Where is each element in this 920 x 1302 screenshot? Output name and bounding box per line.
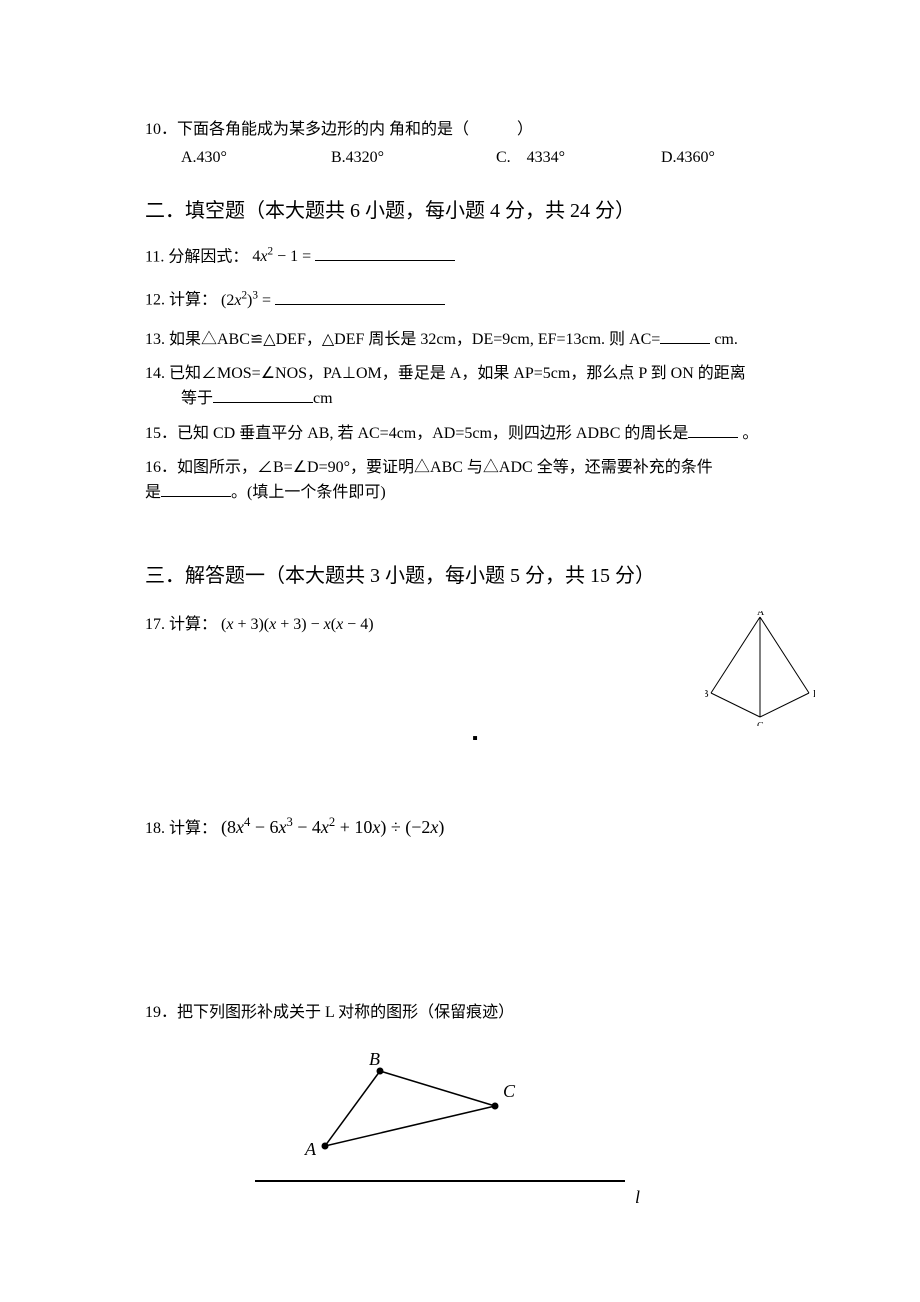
- q16: 16．如图所示，∠B=∠D=90°，要证明△ABC 与△ADC 全等，还需要补充…: [145, 456, 805, 505]
- q16-blank: [161, 480, 231, 497]
- q12-prefix: 12. 计算：: [145, 292, 217, 309]
- q10-opt-d: D.4360°: [661, 146, 781, 170]
- svg-text:C: C: [503, 1081, 516, 1101]
- q19-text: 19．把下列图形补成关于 L 对称的图形（保留痕迹）: [145, 1004, 514, 1021]
- svg-text:C: C: [757, 721, 764, 726]
- q15-text: 15．已知 CD 垂直平分 AB, 若 AC=4cm，AD=5cm，则四边形 A…: [145, 425, 688, 442]
- svg-text:B: B: [369, 1051, 380, 1069]
- q15: 15．已知 CD 垂直平分 AB, 若 AC=4cm，AD=5cm，则四边形 A…: [145, 421, 805, 446]
- q14-blank: [213, 386, 313, 403]
- q14-line2-prefix: 等于: [181, 390, 213, 407]
- q12-expr: (2x2)3 =: [221, 292, 271, 309]
- q13: 13. 如果△ABC≌△DEF，△DEF 周长是 32cm，DE=9cm, EF…: [145, 327, 805, 352]
- center-dot-icon: ▪: [472, 727, 478, 751]
- q13-text: 13. 如果△ABC≌△DEF，△DEF 周长是 32cm，DE=9cm, EF…: [145, 331, 660, 348]
- svg-text:A: A: [304, 1139, 317, 1159]
- q11-expr: 4x2 − 1 =: [252, 248, 311, 265]
- q12-blank: [275, 288, 445, 305]
- q10-opt-b: B.4320°: [331, 146, 496, 170]
- q10-opt-a: A.430°: [181, 146, 331, 170]
- q12: 12. 计算： (2x2)3 =: [145, 287, 805, 312]
- q11-blank: [315, 244, 455, 261]
- q18-expr: (8x4 − 6x3 − 4x2 + 10x) ÷ (−2x): [221, 817, 444, 837]
- q17: 17. 计算： (x + 3)(x + 3) − x(x − 4): [145, 613, 805, 637]
- q10-options: A.430° B.4320° C. 4334° D.4360°: [145, 146, 805, 170]
- q16-line2-suffix: 。(填上一个条件即可): [231, 484, 386, 501]
- q17-expr: (x + 3)(x + 3) − x(x − 4): [221, 616, 374, 633]
- section-3-title: 三．解答题一（本大题共 3 小题，每小题 5 分，共 15 分）: [145, 561, 805, 591]
- q14-line1: 14. 已知∠MOS=∠NOS，PA⊥OM，垂足是 A，如果 AP=5cm，那么…: [145, 362, 805, 386]
- q10-number: 10．: [145, 121, 177, 138]
- q13-blank: [660, 327, 710, 344]
- q11: 11. 分解因式： 4x2 − 1 =: [145, 244, 805, 269]
- q10-opt-c: C. 4334°: [496, 146, 661, 170]
- svg-text:D: D: [813, 689, 815, 700]
- svg-text:l: l: [635, 1187, 640, 1207]
- q10-text: 下面各角能成为某多边形的内 角和的是（ ）: [177, 121, 533, 138]
- section-2-title: 二．填空题（本大题共 6 小题，每小题 4 分，共 24 分）: [145, 196, 805, 226]
- svg-text:B: B: [705, 689, 709, 700]
- q17-prefix: 17. 计算：: [145, 616, 217, 633]
- q16-line2-prefix: 是: [145, 484, 161, 501]
- q14-line2-suffix: cm: [313, 390, 333, 407]
- q18: 18. 计算： (8x4 − 6x3 − 4x2 + 10x) ÷ (−2x): [145, 813, 805, 841]
- q13-suffix: cm.: [710, 331, 738, 348]
- q16-line1: 16．如图所示，∠B=∠D=90°，要证明△ABC 与△ADC 全等，还需要补充…: [145, 456, 805, 480]
- q11-prefix: 11. 分解因式：: [145, 248, 248, 265]
- q19: 19．把下列图形补成关于 L 对称的图形（保留痕迹）: [145, 1001, 805, 1025]
- q15-blank: [688, 421, 738, 438]
- q15-suffix: 。: [738, 425, 758, 442]
- q18-prefix: 18. 计算：: [145, 820, 217, 837]
- triangle-figure: A B Cl: [245, 1051, 645, 1211]
- q14: 14. 已知∠MOS=∠NOS，PA⊥OM，垂足是 A，如果 AP=5cm，那么…: [145, 362, 805, 411]
